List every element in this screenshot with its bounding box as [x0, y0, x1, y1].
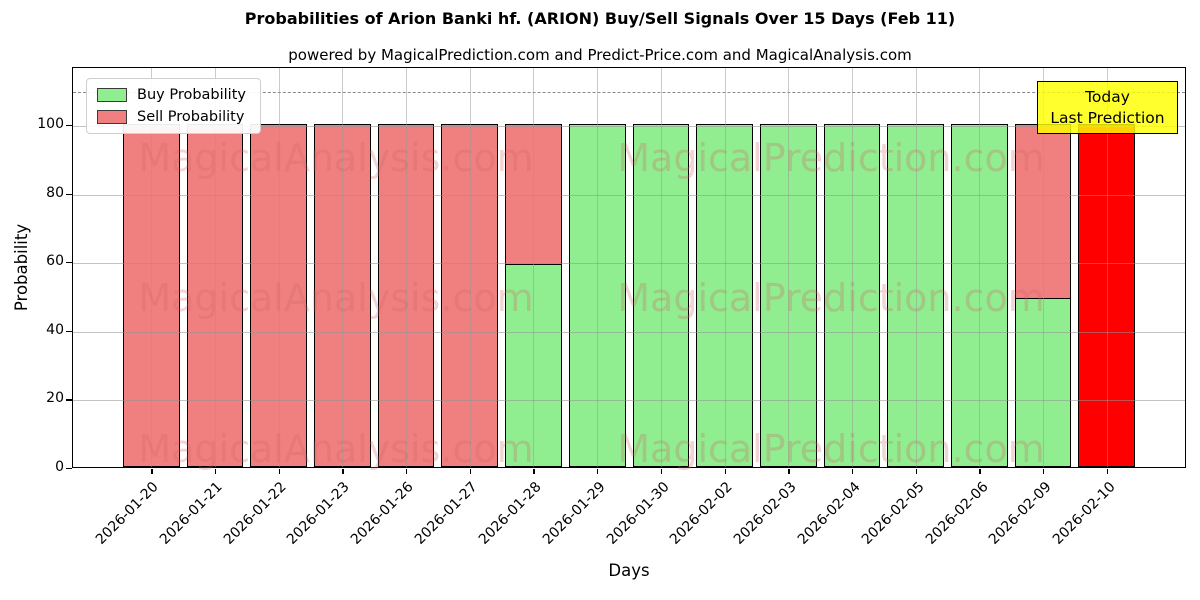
bar-slot — [1078, 68, 1135, 474]
bar-slot — [441, 68, 499, 474]
x-tick-cell: 2026-01-23 — [284, 474, 370, 564]
bars-row — [73, 68, 1185, 474]
bar-slot — [123, 68, 180, 474]
v-gridline — [1042, 68, 1044, 467]
h-gridline — [73, 194, 1185, 196]
legend-swatch — [97, 110, 127, 124]
y-tick-mark — [66, 399, 72, 401]
v-gridline — [151, 68, 153, 467]
legend-label: Sell Probability — [137, 109, 245, 125]
legend-swatch — [97, 88, 127, 102]
bar-slot — [250, 68, 308, 474]
x-tick-cell: 2026-02-09 — [986, 474, 1072, 564]
today-annotation: Today Last Prediction — [1037, 81, 1178, 134]
bar-slot — [186, 68, 244, 474]
h-gridline — [73, 400, 1185, 402]
x-tick-cell: 2026-01-20 — [93, 474, 179, 564]
v-gridline — [979, 68, 981, 467]
legend-item: Buy Probability — [97, 87, 246, 103]
chart-title: Probabilities of Arion Banki hf. (ARION)… — [244, 9, 956, 28]
annotation-line1: Today — [1085, 88, 1130, 107]
y-tick-mark — [66, 330, 72, 333]
x-tick-cell: 2026-02-04 — [795, 474, 881, 564]
bar-slot — [823, 68, 881, 474]
bar-slot — [759, 68, 817, 474]
v-gridline — [851, 68, 853, 467]
x-tick-cell: 2026-01-28 — [476, 474, 562, 564]
bar-slot — [377, 68, 435, 474]
y-tick-label: 40 — [46, 321, 64, 338]
y-tick-mark — [66, 468, 72, 470]
dashed-threshold-line — [73, 91, 1185, 93]
v-gridline — [1106, 68, 1108, 467]
v-gridline — [533, 68, 535, 467]
h-gridline — [73, 331, 1185, 333]
x-tick-cell: 2026-02-02 — [667, 474, 753, 564]
chart-subtitle: powered by MagicalPrediction.com and Pre… — [288, 46, 912, 64]
h-gridline — [73, 263, 1185, 265]
x-axis-title: Days — [608, 561, 650, 580]
x-tick-labels: 2026-01-20 2026-01-21 2026-01-22 2026-01-23… — [72, 474, 1186, 564]
y-tick-mark — [66, 125, 72, 127]
bar-slot — [568, 68, 626, 474]
v-gridline — [469, 68, 471, 467]
legend-label: Buy Probability — [137, 87, 246, 103]
x-tick-cell: 2026-02-05 — [859, 474, 945, 564]
v-gridline — [406, 68, 408, 467]
x-tick-cell: 2026-01-21 — [157, 474, 243, 564]
bar-slot — [632, 68, 690, 474]
x-tick-cell: 2026-01-30 — [603, 474, 690, 564]
v-gridline — [788, 68, 790, 467]
x-tick-label: 2026-01-20 — [92, 479, 162, 548]
bar-slot — [696, 68, 753, 474]
y-tick-label: 80 — [46, 184, 64, 201]
bar-slot — [887, 68, 944, 474]
v-gridline — [597, 68, 599, 467]
x-tick-cell: 2026-01-27 — [412, 474, 498, 564]
x-tick-cell: 2026-01-26 — [348, 474, 434, 564]
x-tick-cell: 2026-02-03 — [731, 474, 817, 564]
legend-item: Sell Probability — [97, 109, 246, 125]
v-gridline — [724, 68, 726, 467]
y-tick-mark — [66, 262, 72, 264]
v-gridline — [278, 68, 280, 467]
x-tick-cell: 2026-02-10 — [1050, 474, 1136, 564]
v-gridline — [215, 68, 217, 467]
x-tick-cell: 2026-02-06 — [922, 474, 1009, 564]
bar-slot — [314, 68, 371, 474]
bar-slot — [1014, 68, 1072, 474]
bar-slot — [950, 68, 1008, 474]
v-gridline — [342, 68, 344, 467]
y-tick-label: 60 — [46, 253, 64, 270]
plot-area: Buy Probability Sell Probability Today La… — [72, 67, 1186, 474]
y-tick-label: 0 — [55, 459, 64, 475]
x-tick-cell: 2026-01-29 — [540, 474, 626, 564]
x-tick-cell: 2026-01-22 — [220, 474, 307, 564]
legend: Buy Probability Sell Probability — [86, 78, 261, 134]
v-gridline — [915, 68, 917, 467]
y-tick-label: 100 — [37, 116, 64, 132]
h-gridline — [73, 126, 1185, 127]
y-tick-mark — [66, 193, 72, 195]
y-tick-label: 20 — [46, 390, 64, 407]
v-gridline — [660, 68, 662, 467]
bar-slot — [505, 68, 562, 474]
annotation-line2: Last Prediction — [1050, 108, 1165, 127]
